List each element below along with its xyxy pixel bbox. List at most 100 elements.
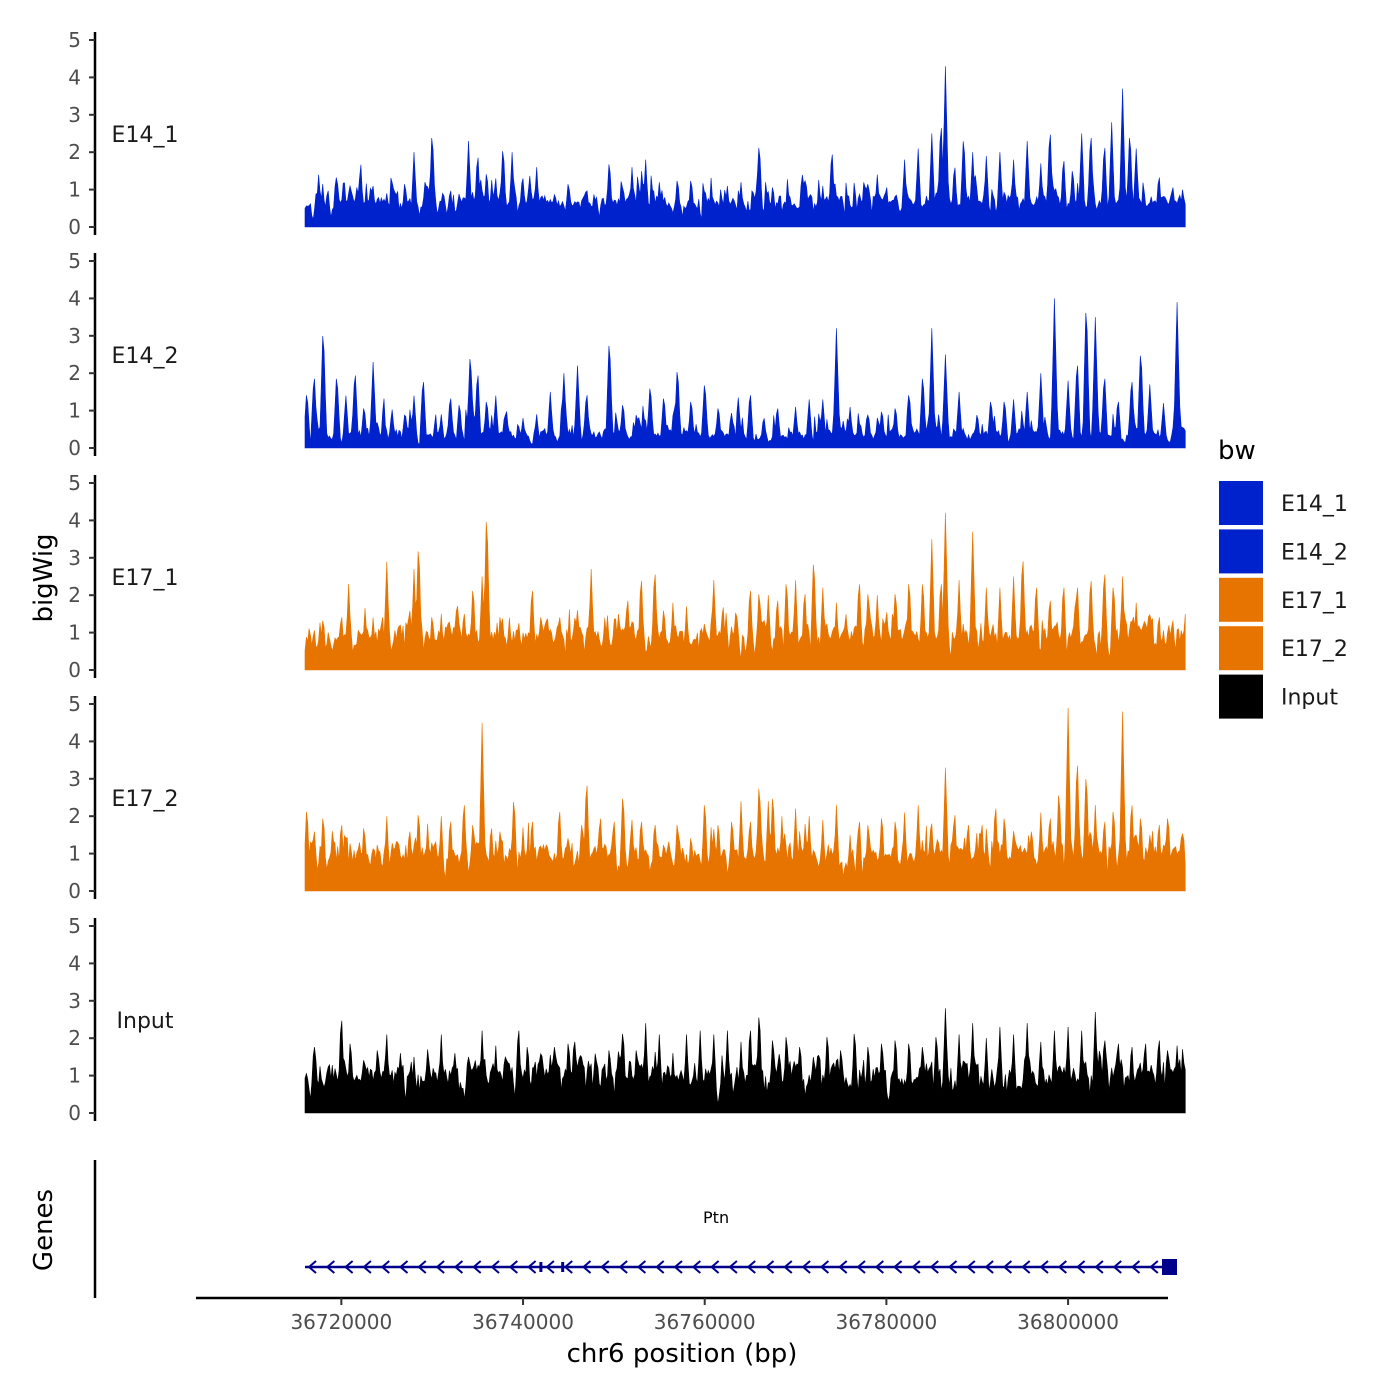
y-tick-label: 0	[68, 436, 81, 460]
legend-swatch-E17_1	[1217, 575, 1265, 624]
strand-arrow	[893, 1260, 903, 1274]
y-tick-label: 4	[68, 508, 81, 532]
strand-arrow	[874, 1260, 884, 1274]
x-tick-label: 36800000	[1017, 1310, 1119, 1334]
strand-arrow	[819, 1260, 830, 1274]
legend-swatch-E14_2	[1217, 527, 1265, 576]
strand-arrow	[947, 1260, 958, 1274]
signal-tracks: 0 1 2 3 4 5 E14_1 0 1 2 3 4 5 E14_2 0 1 2 3 4 5 E17_1 0 1 2 3 4 5 E…	[68, 28, 1186, 1125]
y-tick-label: 4	[68, 729, 81, 753]
strand-arrow	[417, 1260, 427, 1274]
y-tick-label: 0	[68, 215, 81, 239]
legend-swatch-Input	[1217, 672, 1265, 721]
signal-area-E14_2	[304, 298, 1186, 449]
strand-arrow	[1057, 1260, 1067, 1274]
strand-arrow	[398, 1260, 409, 1274]
gene-label-Ptn: Ptn	[703, 1208, 729, 1227]
track-panel-E17_2: 0 1 2 3 4 5 E17_2	[68, 692, 1186, 903]
track-label-E14_2: E14_2	[112, 344, 179, 369]
y-tick-label: 5	[68, 28, 81, 52]
y-tick-label: 2	[68, 361, 81, 385]
track-panel-Input: 0 1 2 3 4 5 Input	[68, 914, 1186, 1125]
signal-area-Input	[304, 1008, 1186, 1114]
x-tick-label: 36740000	[472, 1310, 574, 1334]
strand-arrow	[527, 1260, 537, 1274]
y-tick-label: 1	[68, 842, 81, 866]
x-tick-label: 36720000	[290, 1310, 392, 1334]
gene-exon	[539, 1262, 543, 1272]
strand-arrow	[490, 1260, 500, 1274]
legend: bw E14_1 E14_2 E17_1 E17_2 Input	[1217, 436, 1348, 721]
strand-arrow	[636, 1260, 647, 1274]
y-tick-label: 4	[68, 951, 81, 975]
strand-arrow	[453, 1260, 464, 1274]
y-axis-title: bigWig	[29, 533, 59, 622]
track-label-E14_1: E14_1	[112, 123, 179, 148]
track-label-E17_2: E17_2	[112, 787, 179, 812]
y-tick-label: 0	[68, 879, 81, 903]
y-tick-label: 2	[68, 583, 81, 607]
strand-arrow	[856, 1260, 866, 1274]
y-tick-label: 2	[68, 804, 81, 828]
strand-arrow	[746, 1260, 756, 1274]
y-tick-label: 3	[68, 989, 81, 1013]
strand-arrow	[984, 1260, 994, 1274]
strand-arrow	[673, 1260, 683, 1274]
strand-arrow	[545, 1260, 555, 1274]
x-tick-label: 36760000	[654, 1310, 756, 1334]
legend-title: bw	[1218, 436, 1256, 466]
strand-arrow	[801, 1260, 811, 1274]
y-tick-label: 5	[68, 249, 81, 273]
y-tick-label: 3	[68, 324, 81, 348]
strand-arrow	[929, 1260, 939, 1274]
legend-swatch-E14_1	[1217, 479, 1265, 527]
strand-arrow	[435, 1260, 445, 1274]
x-axis: 36720000 36740000 36760000 36780000 36800000	[196, 1296, 1168, 1334]
y-tick-label: 1	[68, 1064, 81, 1088]
signal-area-E17_1	[304, 512, 1186, 671]
gene-exon	[1162, 1259, 1177, 1275]
track-panel-E17_1: 0 1 2 3 4 5 E17_1	[68, 471, 1186, 682]
strand-arrow	[783, 1260, 793, 1274]
strand-arrow	[1039, 1260, 1049, 1274]
strand-arrow	[362, 1260, 372, 1274]
strand-arrow	[563, 1260, 573, 1274]
strand-arrow	[966, 1260, 976, 1274]
strand-arrow	[838, 1260, 848, 1274]
strand-arrow	[911, 1260, 921, 1274]
y-tick-label: 3	[68, 546, 81, 570]
legend-label-E17_2: E17_2	[1281, 637, 1348, 662]
y-tick-label: 5	[68, 914, 81, 938]
strand-arrow	[691, 1260, 701, 1274]
signal-area-E17_2	[304, 707, 1186, 892]
track-panel-E14_2: 0 1 2 3 4 5 E14_2	[68, 249, 1186, 460]
track-panel-E14_1: 0 1 2 3 4 5 E14_1	[68, 28, 1186, 239]
y-tick-label: 1	[68, 621, 81, 645]
strand-arrow	[1094, 1260, 1104, 1274]
strand-arrow	[1149, 1260, 1159, 1274]
strand-arrow	[710, 1260, 720, 1274]
strand-arrow	[508, 1260, 518, 1274]
x-axis-title: chr6 position (bp)	[567, 1339, 798, 1369]
y-tick-label: 1	[68, 178, 81, 202]
strand-arrow	[1112, 1260, 1122, 1274]
y-tick-label: 3	[68, 767, 81, 791]
strand-arrow	[764, 1260, 775, 1274]
track-label-E17_1: E17_1	[112, 566, 179, 591]
strand-arrow	[472, 1260, 482, 1274]
x-tick-label: 36780000	[835, 1310, 937, 1334]
strand-arrow	[344, 1260, 354, 1274]
strand-arrow	[728, 1260, 738, 1274]
strand-arrow	[380, 1260, 390, 1274]
strand-arrow	[1076, 1260, 1086, 1274]
strand-arrow	[307, 1260, 317, 1274]
gene-exon	[561, 1262, 565, 1272]
track-label-Input: Input	[117, 1009, 174, 1034]
strand-arrow	[1002, 1260, 1013, 1274]
y-tick-label: 4	[68, 65, 81, 89]
strand-arrow	[618, 1260, 628, 1274]
strand-arrow	[1021, 1260, 1031, 1274]
y-tick-label: 1	[68, 399, 81, 423]
legend-label-Input: Input	[1281, 686, 1338, 711]
